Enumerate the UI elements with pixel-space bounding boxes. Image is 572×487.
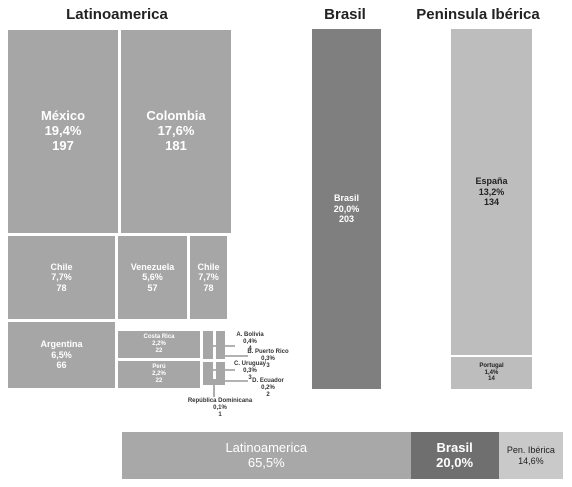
cell-count: 57 bbox=[147, 282, 158, 293]
treemap-cell: Brasil 20,0% 203 bbox=[312, 29, 381, 389]
cell-name: México bbox=[40, 108, 86, 124]
cell-percent: 0,3% bbox=[243, 368, 257, 375]
cell-name: Chile bbox=[50, 261, 73, 272]
cell-count: 1 bbox=[218, 412, 222, 419]
cell-percent: 7,7% bbox=[198, 272, 219, 283]
cell-label: A. Bolivia 0,4% 4 bbox=[236, 332, 263, 354]
cell-name: República Dominicana bbox=[187, 398, 253, 404]
cell-name: Argentina bbox=[40, 339, 83, 350]
summary-segment: Brasil 20,0% bbox=[410, 432, 499, 479]
cell-percent: 17,6% bbox=[157, 123, 195, 139]
cell-count: 14 bbox=[488, 376, 495, 383]
summary-value: 14,6% bbox=[518, 455, 544, 466]
cell-percent: 0,2% bbox=[261, 385, 275, 392]
summary-label: Pen. Ibérica bbox=[506, 445, 555, 456]
cell-name: Venezuela bbox=[130, 261, 175, 272]
cell-percent: 6,5% bbox=[51, 349, 72, 360]
treemap-cell: España 13,2% 134 bbox=[451, 29, 532, 355]
treemap-cell: Colombia 17,6% 181 bbox=[121, 30, 231, 233]
cell-percent: 2,2% bbox=[152, 371, 166, 378]
treemap-cell bbox=[203, 362, 213, 385]
cell-name: B. Puerto Rico bbox=[247, 349, 289, 355]
treemap-cell: Costa Rica 2,2% 22 bbox=[118, 331, 200, 358]
cell-name: Perú bbox=[152, 364, 166, 371]
treemap-cell bbox=[203, 331, 213, 359]
cell-label: República Dominicana 0,1% 1 bbox=[188, 398, 252, 420]
group-title: Latinoamerica bbox=[66, 6, 168, 23]
summary-value: 65,5% bbox=[247, 454, 285, 470]
treemap-cell bbox=[212, 379, 216, 385]
cell-name: Chile bbox=[197, 261, 220, 272]
cell-name: D. Ecuador bbox=[252, 378, 284, 384]
cell-name: Costa Rica bbox=[143, 334, 175, 341]
cell-count: 78 bbox=[56, 282, 67, 293]
cell-percent: 0,1% bbox=[213, 405, 227, 412]
cell-count: 78 bbox=[203, 282, 214, 293]
cell-count: 22 bbox=[155, 347, 163, 354]
group-title: Brasil bbox=[324, 6, 366, 23]
cell-percent: 2,2% bbox=[152, 341, 166, 348]
cell-count: 203 bbox=[338, 214, 355, 225]
treemap-cell: Chile 7,7% 78 bbox=[190, 236, 227, 319]
cell-name: Brasil bbox=[333, 193, 359, 204]
treemap-cell bbox=[216, 362, 225, 385]
cell-name: A. Bolivia bbox=[236, 332, 264, 338]
cell-name: Portugal bbox=[479, 362, 504, 369]
treemap-cell bbox=[216, 331, 225, 359]
summary-value: 20,0% bbox=[436, 454, 474, 470]
cell-percent: 1,4% bbox=[484, 369, 499, 376]
treemap-cell: Portugal 1,4% 14 bbox=[451, 357, 532, 389]
summary-label: Brasil bbox=[436, 439, 473, 455]
treemap-cell: Argentina 6,5% 66 bbox=[8, 322, 115, 388]
cell-count: 3 bbox=[266, 363, 270, 370]
cell-percent: 0,4% bbox=[243, 339, 257, 346]
cell-count: 66 bbox=[56, 360, 67, 371]
cell-name: España bbox=[475, 176, 508, 187]
cell-name: Colombia bbox=[146, 108, 206, 124]
cell-percent: 0,3% bbox=[261, 356, 275, 363]
group-title: Peninsula Ibérica bbox=[416, 6, 540, 23]
treemap-cell: Chile 7,7% 78 bbox=[8, 236, 115, 319]
cell-name: C. Uruguay bbox=[233, 361, 267, 367]
cell-count: 3 bbox=[248, 375, 252, 382]
cell-percent: 19,4% bbox=[44, 123, 82, 139]
cell-percent: 5,6% bbox=[142, 272, 163, 283]
summary-segment: Latinoamerica 65,5% bbox=[122, 432, 411, 479]
cell-count: 197 bbox=[52, 137, 74, 153]
cell-count: 2 bbox=[266, 392, 270, 399]
cell-count: 134 bbox=[483, 197, 500, 208]
summary-label: Latinoamerica bbox=[225, 439, 308, 455]
cell-percent: 20,0% bbox=[333, 203, 360, 214]
treemap-cell: Perú 2,2% 22 bbox=[118, 361, 200, 388]
cell-percent: 13,2% bbox=[478, 186, 505, 197]
cell-label: D. Ecuador 0,2% 2 bbox=[252, 378, 284, 400]
treemap-cell: Venezuela 5,6% 57 bbox=[118, 236, 187, 319]
cell-label: C. Uruguay 0,3% 3 bbox=[234, 361, 266, 383]
cell-count: 181 bbox=[165, 137, 187, 153]
cell-label: B. Puerto Rico 0,3% 3 bbox=[247, 349, 288, 371]
cell-count: 4 bbox=[248, 346, 252, 353]
treemap-cell: México 19,4% 197 bbox=[8, 30, 118, 233]
cell-percent: 7,7% bbox=[51, 272, 72, 283]
cell-count: 22 bbox=[155, 377, 163, 384]
summary-segment: Pen. Ibérica 14,6% bbox=[498, 432, 563, 479]
